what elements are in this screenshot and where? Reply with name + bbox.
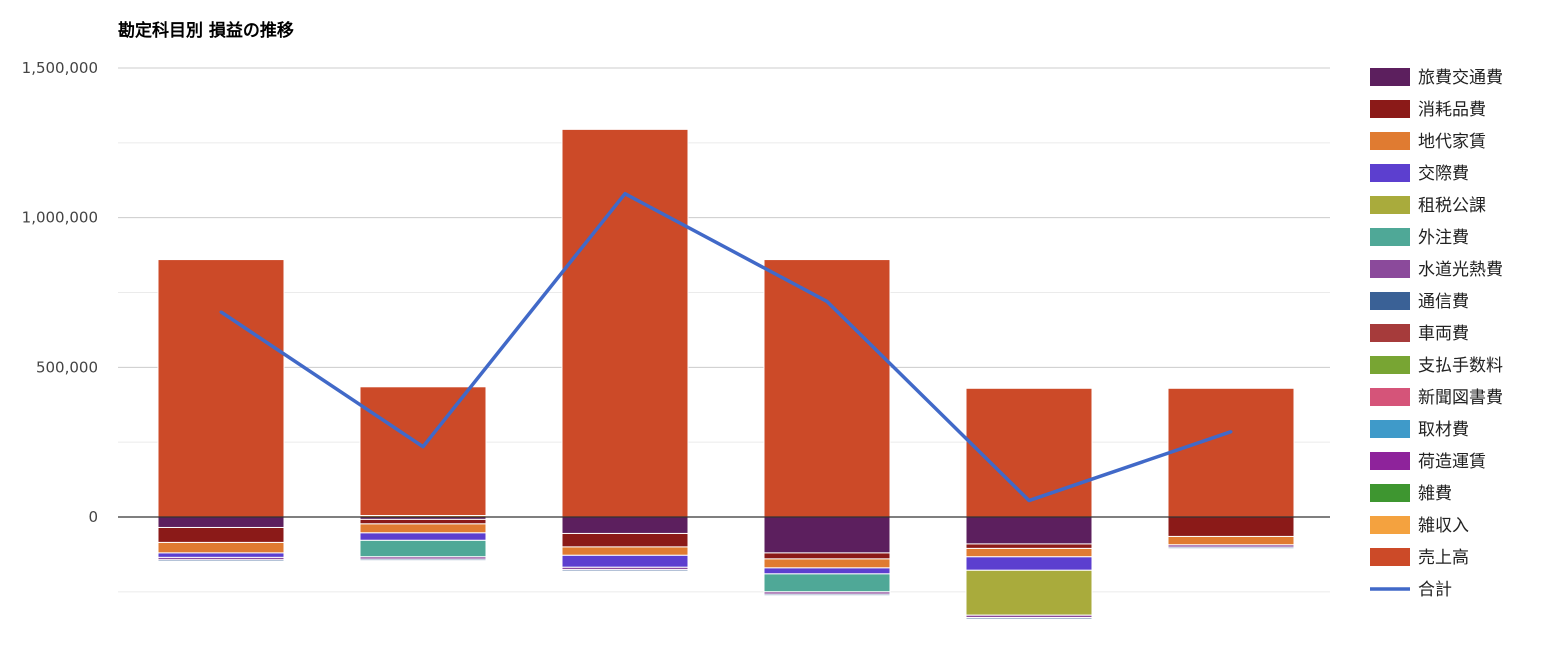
legend-swatch[interactable] — [1370, 196, 1410, 214]
bar-segment[interactable] — [763, 259, 891, 518]
bar-segment[interactable] — [763, 516, 891, 554]
bar-segment[interactable] — [965, 387, 1093, 518]
legend-swatch[interactable] — [1370, 132, 1410, 150]
bar-segment[interactable] — [763, 573, 891, 593]
total-point[interactable] — [623, 192, 627, 196]
y-tick-label: 0 — [88, 508, 98, 526]
legend-swatch[interactable] — [1370, 452, 1410, 470]
legend-swatch[interactable] — [1370, 292, 1410, 310]
bar-segment[interactable] — [561, 546, 689, 556]
legend-swatch[interactable] — [1370, 260, 1410, 278]
legend-label[interactable]: 合計 — [1418, 580, 1452, 600]
legend-label[interactable]: 通信費 — [1418, 292, 1469, 312]
legend-label[interactable]: 旅費交通費 — [1418, 68, 1503, 88]
legend-layer: 旅費交通費消耗品費地代家賃交際費租税公課外注費水道光熱費通信費車両費支払手数料新… — [1370, 68, 1503, 600]
legend-swatch[interactable] — [1370, 164, 1410, 182]
bar-segment[interactable] — [157, 526, 285, 543]
bar-segment[interactable] — [763, 597, 891, 599]
bar-segment[interactable] — [965, 543, 1093, 549]
legend-swatch[interactable] — [1370, 228, 1410, 246]
legend-label[interactable]: 交際費 — [1418, 164, 1469, 184]
legend-label[interactable]: 消耗品費 — [1418, 100, 1486, 120]
bar-segment[interactable] — [359, 562, 487, 564]
bar-segment[interactable] — [561, 554, 689, 568]
grid-layer — [118, 67, 1330, 593]
legend-swatch[interactable] — [1370, 324, 1410, 342]
legend-label[interactable]: 売上高 — [1418, 548, 1469, 568]
bar-segment[interactable] — [157, 259, 285, 518]
legend-swatch[interactable] — [1370, 516, 1410, 534]
total-point[interactable] — [1027, 499, 1031, 503]
bar-segment[interactable] — [359, 523, 487, 534]
bar-segment[interactable] — [965, 620, 1093, 623]
legend-label[interactable]: 外注費 — [1418, 228, 1469, 248]
total-point[interactable] — [1229, 430, 1233, 434]
total-line[interactable] — [220, 191, 1232, 503]
legend-label[interactable]: 租税公課 — [1418, 196, 1486, 216]
legend-swatch[interactable] — [1370, 484, 1410, 502]
bar-segment[interactable] — [157, 552, 285, 558]
bar-segment[interactable] — [965, 547, 1093, 558]
line-layer — [219, 191, 1233, 503]
legend-label[interactable]: 荷造運賃 — [1418, 452, 1486, 472]
legend-swatch[interactable] — [1370, 100, 1410, 118]
legend-swatch[interactable] — [1370, 388, 1410, 406]
legend-swatch[interactable] — [1370, 420, 1410, 438]
y-tick-label: 1,500,000 — [22, 59, 98, 77]
legend-label[interactable]: 雑費 — [1418, 484, 1452, 504]
bar-segment[interactable] — [359, 532, 487, 541]
bar-segment[interactable] — [157, 541, 285, 554]
total-point[interactable] — [421, 445, 425, 449]
legend-label[interactable]: 支払手数料 — [1418, 356, 1503, 376]
bar-segment[interactable] — [359, 386, 487, 517]
bar-segment[interactable] — [157, 562, 285, 565]
legend-label[interactable]: 車両費 — [1418, 324, 1469, 344]
bar-segment[interactable] — [157, 516, 285, 528]
total-point[interactable] — [219, 310, 223, 314]
bar-segment[interactable] — [763, 558, 891, 569]
bar-segment[interactable] — [359, 518, 487, 525]
chart-title: 勘定科目別 損益の推移 — [118, 21, 294, 41]
bar-segment[interactable] — [965, 569, 1093, 616]
bar-segment[interactable] — [763, 552, 891, 560]
y-tick-label: 500,000 — [36, 358, 98, 376]
bar-segment[interactable] — [1167, 550, 1295, 552]
y-tick-label: 1,000,000 — [22, 209, 98, 227]
bar-segment[interactable] — [1167, 387, 1295, 518]
total-point[interactable] — [825, 299, 829, 303]
axis-layer: 0 500,000 1,000,000 1,500,000 — [22, 59, 1330, 526]
bar-segment[interactable] — [1167, 535, 1295, 546]
legend-swatch[interactable] — [1370, 548, 1410, 566]
legend-label[interactable]: 取材費 — [1418, 420, 1469, 440]
bar-segment[interactable] — [561, 516, 689, 534]
bar-segment[interactable] — [561, 128, 689, 518]
bar-segment[interactable] — [965, 556, 1093, 571]
legend-swatch[interactable] — [1370, 356, 1410, 374]
legend-label[interactable]: 地代家賃 — [1418, 132, 1486, 152]
legend-label[interactable]: 雑収入 — [1418, 516, 1469, 536]
bar-segment[interactable] — [1167, 516, 1295, 537]
legend-label[interactable]: 水道光熱費 — [1418, 260, 1503, 280]
bar-segment[interactable] — [359, 539, 487, 558]
bar-segment[interactable] — [763, 567, 891, 575]
bar-segment[interactable] — [561, 572, 689, 575]
bar-segment[interactable] — [965, 516, 1093, 545]
bar-segment[interactable] — [561, 532, 689, 548]
bar-layer — [157, 128, 1295, 623]
legend-label[interactable]: 新聞図書費 — [1418, 388, 1503, 408]
legend-swatch[interactable] — [1370, 68, 1410, 86]
